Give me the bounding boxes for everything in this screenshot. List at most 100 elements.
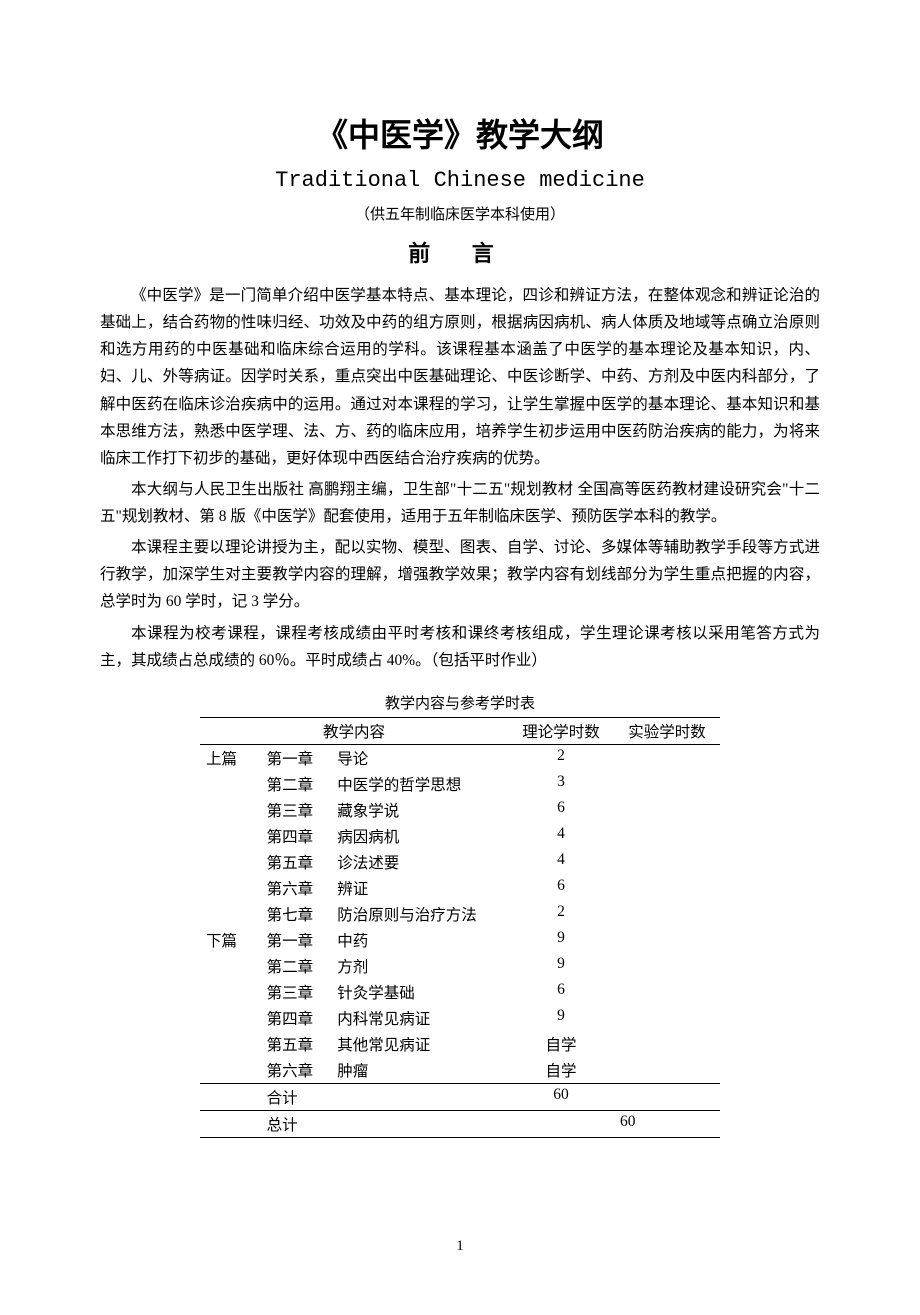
table-row: 第三章藏象学说6	[200, 797, 720, 823]
cell-name: 防治原则与治疗方法	[331, 901, 508, 927]
cell-section	[200, 875, 261, 901]
document-audience-note: （供五年制临床医学本科使用）	[100, 203, 820, 224]
cell-name: 针灸学基础	[331, 979, 508, 1005]
cell-section	[200, 771, 261, 797]
table-header-row: 教学内容 理论学时数 实验学时数	[200, 717, 720, 744]
total-value: 60	[614, 1110, 720, 1137]
cell-lab	[614, 1005, 720, 1031]
preface-paragraph-2: 本大纲与人民卫生出版社 高鹏翔主编，卫生部"十二五"规划教材 全国高等医药教材建…	[100, 476, 820, 530]
cell-theory: 自学	[508, 1031, 614, 1057]
cell-lab	[614, 1057, 720, 1084]
subtotal-lab	[614, 1083, 720, 1110]
cell-chapter: 第五章	[261, 1031, 332, 1057]
document-title: 《中医学》教学大纲	[100, 110, 820, 156]
cell-lab	[614, 901, 720, 927]
header-lab: 实验学时数	[614, 717, 720, 744]
cell-chapter: 第一章	[261, 744, 332, 771]
cell-section	[200, 1031, 261, 1057]
preface-paragraph-3: 本课程主要以理论讲授为主，配以实物、模型、图表、自学、讨论、多媒体等辅助教学手段…	[100, 534, 820, 615]
table-row: 第二章方剂9	[200, 953, 720, 979]
document-subtitle: Traditional Chinese medicine	[100, 168, 820, 193]
cell-lab	[614, 771, 720, 797]
table-row: 第四章病因病机4	[200, 823, 720, 849]
table-row: 第五章其他常见病证自学	[200, 1031, 720, 1057]
table-row: 第四章内科常见病证9	[200, 1005, 720, 1031]
preface-paragraph-1: 《中医学》是一门简单介绍中医学基本特点、基本理论，四诊和辨证方法，在整体观念和辨…	[100, 282, 820, 472]
cell-name: 病因病机	[331, 823, 508, 849]
cell-theory: 3	[508, 771, 614, 797]
cell-section: 下篇	[200, 927, 261, 953]
cell-theory: 6	[508, 875, 614, 901]
preface-paragraph-4: 本课程为校考课程，课程考核成绩由平时考核和课终考核组成，学生理论课考核以采用笔答…	[100, 620, 820, 674]
cell-section	[200, 1005, 261, 1031]
cell-chapter: 第三章	[261, 979, 332, 1005]
cell-theory: 6	[508, 797, 614, 823]
row-subtotal: 合计 60	[200, 1083, 720, 1110]
cell-chapter: 第二章	[261, 953, 332, 979]
cell-theory: 2	[508, 744, 614, 771]
page-number: 1	[100, 1238, 820, 1255]
table-row: 第五章诊法述要4	[200, 849, 720, 875]
preface-heading: 前 言	[100, 236, 820, 268]
cell-chapter: 第三章	[261, 797, 332, 823]
cell-chapter: 第六章	[261, 875, 332, 901]
table-row: 第二章中医学的哲学思想3	[200, 771, 720, 797]
cell-theory: 9	[508, 1005, 614, 1031]
cell-lab	[614, 823, 720, 849]
cell-chapter: 第二章	[261, 771, 332, 797]
cell-lab	[614, 927, 720, 953]
cell-section	[200, 823, 261, 849]
cell-theory: 9	[508, 953, 614, 979]
header-content: 教学内容	[200, 717, 508, 744]
cell-name: 中医学的哲学思想	[331, 771, 508, 797]
cell-theory: 4	[508, 823, 614, 849]
total-label: 总计	[261, 1110, 332, 1137]
cell-section: 上篇	[200, 744, 261, 771]
cell-section	[200, 1057, 261, 1084]
cell-lab	[614, 1031, 720, 1057]
cell-theory: 6	[508, 979, 614, 1005]
cell-lab	[614, 875, 720, 901]
cell-name: 方剂	[331, 953, 508, 979]
row-total: 总计 60	[200, 1110, 720, 1137]
hours-table: 教学内容 理论学时数 实验学时数 上篇第一章导论2第二章中医学的哲学思想3第三章…	[200, 717, 720, 1138]
cell-name: 其他常见病证	[331, 1031, 508, 1057]
cell-lab	[614, 953, 720, 979]
header-theory: 理论学时数	[508, 717, 614, 744]
cell-name: 中药	[331, 927, 508, 953]
cell-lab	[614, 797, 720, 823]
cell-name: 诊法述要	[331, 849, 508, 875]
cell-section	[200, 797, 261, 823]
cell-name: 辨证	[331, 875, 508, 901]
table-row: 上篇第一章导论2	[200, 744, 720, 771]
cell-theory: 2	[508, 901, 614, 927]
subtotal-theory: 60	[508, 1083, 614, 1110]
table-row: 第六章辨证6	[200, 875, 720, 901]
hours-table-caption: 教学内容与参考学时表	[100, 692, 820, 713]
cell-name: 肿瘤	[331, 1057, 508, 1084]
cell-chapter: 第六章	[261, 1057, 332, 1084]
cell-theory: 9	[508, 927, 614, 953]
cell-theory: 4	[508, 849, 614, 875]
cell-section	[200, 849, 261, 875]
table-row: 第六章肿瘤自学	[200, 1057, 720, 1084]
cell-name: 内科常见病证	[331, 1005, 508, 1031]
cell-section	[200, 953, 261, 979]
table-row: 第三章针灸学基础6	[200, 979, 720, 1005]
cell-chapter: 第一章	[261, 927, 332, 953]
cell-lab	[614, 849, 720, 875]
cell-theory: 自学	[508, 1057, 614, 1084]
table-row: 下篇第一章中药9	[200, 927, 720, 953]
cell-chapter: 第五章	[261, 849, 332, 875]
cell-section	[200, 979, 261, 1005]
cell-section	[200, 901, 261, 927]
cell-name: 藏象学说	[331, 797, 508, 823]
table-row: 第七章防治原则与治疗方法2	[200, 901, 720, 927]
subtotal-label: 合计	[261, 1083, 332, 1110]
cell-name: 导论	[331, 744, 508, 771]
cell-chapter: 第七章	[261, 901, 332, 927]
cell-chapter: 第四章	[261, 823, 332, 849]
cell-chapter: 第四章	[261, 1005, 332, 1031]
cell-lab	[614, 979, 720, 1005]
cell-lab	[614, 744, 720, 771]
